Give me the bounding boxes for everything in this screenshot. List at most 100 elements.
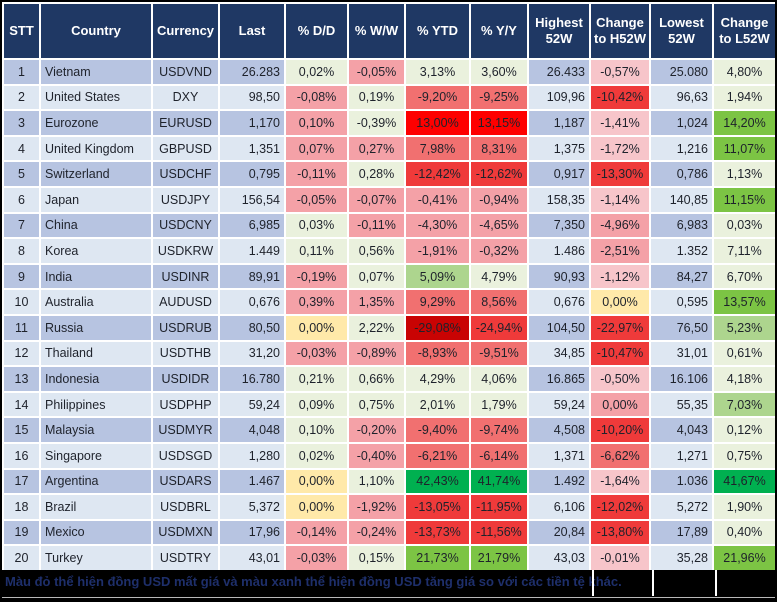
cell-change-to-l52w: 13,57% — [712, 288, 775, 316]
cell-stt: 1 — [2, 58, 41, 86]
cell-change-to-h52w: -6,62% — [589, 441, 651, 470]
cell-pct-dd: 0,07% — [284, 134, 349, 163]
cell-pct-ytd: -13,05% — [404, 493, 471, 521]
header-cell-change-to-l52w: Change to L52W — [712, 2, 775, 60]
table-row: 1 Vietnam USDVND 26.283 0,02% -0,05% 3,13% 3,60… — [2, 58, 775, 86]
cell-pct-ww: 0,66% — [347, 365, 406, 393]
cell-pct-dd: -0,08% — [284, 83, 349, 112]
cell-change-to-l52w: 0,61% — [712, 339, 775, 368]
cell-last: 59,24 — [218, 390, 286, 419]
cell-pct-yy: -6,14% — [469, 441, 529, 470]
cell-country: Malaysia — [39, 416, 153, 444]
cell-stt: 14 — [2, 390, 41, 419]
cell-highest-52w: 20,84 — [527, 518, 591, 547]
cell-stt: 2 — [2, 83, 41, 112]
cell-change-to-l52w: 4,80% — [712, 58, 775, 86]
cell-last: 1.449 — [218, 237, 286, 265]
table-row: 8 Korea USDKRW 1.449 0,11% 0,56% -1,91% -0,32% 1… — [2, 237, 775, 265]
cell-currency: DXY — [151, 83, 220, 112]
cell-pct-dd: -0,11% — [284, 160, 349, 188]
cell-stt: 15 — [2, 416, 41, 444]
cell-country: Switzerland — [39, 160, 153, 188]
cell-stt: 19 — [2, 518, 41, 547]
cell-pct-ytd: 5,09% — [404, 262, 471, 291]
cell-change-to-l52w: 41,67% — [712, 467, 775, 496]
cell-last: 6,985 — [218, 211, 286, 240]
cell-change-to-h52w: -22,97% — [589, 313, 651, 342]
cell-pct-dd: 0,02% — [284, 58, 349, 86]
cell-pct-ytd: 2,01% — [404, 390, 471, 419]
cell-pct-ytd: 42,43% — [404, 467, 471, 496]
cell-pct-ytd: 21,73% — [404, 544, 471, 572]
cell-pct-yy: 41,74% — [469, 467, 529, 496]
cell-currency: GBPUSD — [151, 134, 220, 163]
table-row: 18 Brazil USDBRL 5,372 0,00% -1,92% -13,05% -11… — [2, 493, 775, 521]
cell-highest-52w: 1.492 — [527, 467, 591, 496]
cell-pct-dd: 0,00% — [284, 313, 349, 342]
table-row: 2 United States DXY 98,50 -0,08% 0,19% -9,20% -… — [2, 83, 775, 112]
cell-change-to-h52w: -4,96% — [589, 211, 651, 240]
cell-country: Eurozone — [39, 109, 153, 137]
table-header-row: STT Country Currency Last % D/D % W/W % … — [2, 2, 775, 60]
cell-country: Turkey — [39, 544, 153, 572]
cell-pct-yy: 4,79% — [469, 262, 529, 291]
cell-change-to-h52w: 0,00% — [589, 288, 651, 316]
cell-change-to-l52w: 4,18% — [712, 365, 775, 393]
cell-pct-dd: -0,05% — [284, 185, 349, 214]
cell-currency: USDPHP — [151, 390, 220, 419]
cell-pct-dd: -0,03% — [284, 544, 349, 572]
footer-bottom-line — [2, 597, 775, 598]
cell-lowest-52w: 1,024 — [649, 109, 714, 137]
header-cell-last: Last — [218, 2, 286, 60]
cell-currency: USDJPY — [151, 185, 220, 214]
cell-pct-dd: 0,39% — [284, 288, 349, 316]
cell-pct-yy: -9,51% — [469, 339, 529, 368]
cell-highest-52w: 59,24 — [527, 390, 591, 419]
cell-lowest-52w: 76,50 — [649, 313, 714, 342]
cell-lowest-52w: 25.080 — [649, 58, 714, 86]
footer-note-bar: Màu đỏ thể hiện đồng USD mất giá và màu … — [2, 570, 775, 602]
cell-country: Indonesia — [39, 365, 153, 393]
cell-currency: EURUSD — [151, 109, 220, 137]
cell-pct-ww: 0,15% — [347, 544, 406, 572]
cell-change-to-l52w: 0,03% — [712, 211, 775, 240]
cell-currency: USDMXN — [151, 518, 220, 547]
footer-column-separator — [592, 570, 594, 596]
cell-change-to-h52w: -13,30% — [589, 160, 651, 188]
table-row: 19 Mexico USDMXN 17,96 -0,14% -0,24% -13,73% -1… — [2, 518, 775, 547]
footer-note: Màu đỏ thể hiện đồng USD mất giá và màu … — [5, 574, 622, 589]
cell-pct-ytd: 13,00% — [404, 109, 471, 137]
cell-pct-ytd: -12,42% — [404, 160, 471, 188]
cell-last: 89,91 — [218, 262, 286, 291]
cell-pct-yy: -9,74% — [469, 416, 529, 444]
cell-highest-52w: 158,35 — [527, 185, 591, 214]
cell-change-to-h52w: 0,00% — [589, 390, 651, 419]
cell-last: 0,795 — [218, 160, 286, 188]
cell-stt: 10 — [2, 288, 41, 316]
cell-currency: USDKRW — [151, 237, 220, 265]
cell-stt: 6 — [2, 185, 41, 214]
cell-stt: 13 — [2, 365, 41, 393]
cell-lowest-52w: 6,983 — [649, 211, 714, 240]
header-cell-highest-52w: Highest 52W — [527, 2, 591, 60]
cell-pct-yy: 13,15% — [469, 109, 529, 137]
cell-change-to-l52w: 1,90% — [712, 493, 775, 521]
cell-pct-dd: 0,02% — [284, 441, 349, 470]
cell-stt: 11 — [2, 313, 41, 342]
cell-pct-ytd: 7,98% — [404, 134, 471, 163]
cell-change-to-h52w: -0,50% — [589, 365, 651, 393]
cell-change-to-l52w: 6,70% — [712, 262, 775, 291]
cell-last: 1.467 — [218, 467, 286, 496]
cell-pct-ytd: -1,91% — [404, 237, 471, 265]
cell-pct-yy: -0,94% — [469, 185, 529, 214]
cell-pct-ytd: -0,41% — [404, 185, 471, 214]
cell-lowest-52w: 55,35 — [649, 390, 714, 419]
table-row: 9 India USDINR 89,91 -0,19% 0,07% 5,09% 4,79% 90… — [2, 262, 775, 291]
header-cell-stt: STT — [2, 2, 41, 60]
cell-last: 26.283 — [218, 58, 286, 86]
cell-pct-yy: -0,32% — [469, 237, 529, 265]
cell-change-to-h52w: -10,42% — [589, 83, 651, 112]
table-row: 10 Australia AUDUSD 0,676 0,39% 1,35% 9,29% 8,5… — [2, 288, 775, 316]
cell-pct-ww: -0,20% — [347, 416, 406, 444]
